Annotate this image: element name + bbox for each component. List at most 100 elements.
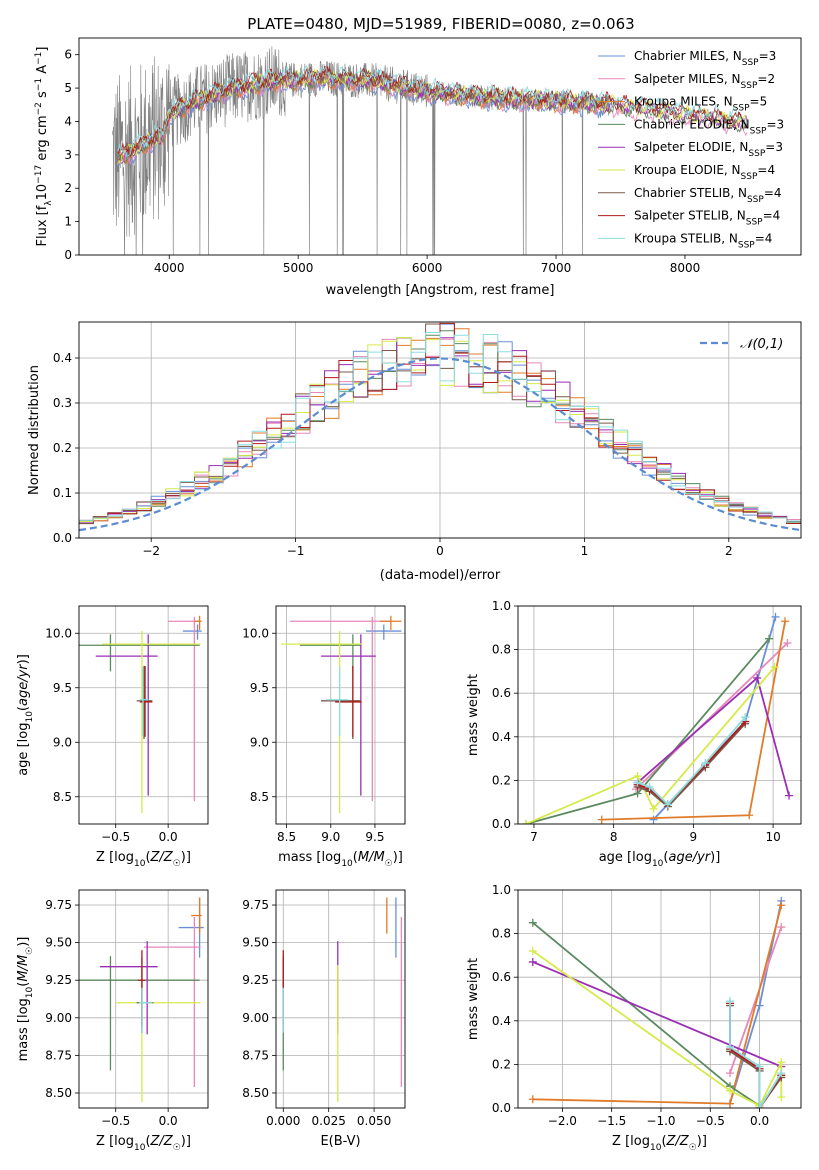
label-part: SSP xyxy=(733,104,750,114)
label-part: age/yr xyxy=(16,663,31,706)
label-part: ( xyxy=(16,706,31,711)
y-tick-label: 0.2 xyxy=(492,1057,511,1071)
x-tick-label: 8 xyxy=(610,830,618,844)
x-tick-label: 10 xyxy=(765,830,780,844)
weight-marker-kroupa_stelib xyxy=(633,778,642,787)
histogram-kroupa_stelib xyxy=(79,332,801,523)
y-axis-label: mass weight xyxy=(466,674,481,756)
y-tick-label: 0 xyxy=(64,248,72,262)
y-tick-label: 8.50 xyxy=(242,1086,269,1100)
y-tick-label: 1 xyxy=(64,215,72,229)
label-part: ☉ xyxy=(25,947,35,955)
weight-marker-kroupa_stelib xyxy=(755,1104,764,1108)
x-tick-label: 7 xyxy=(530,830,538,844)
y-tick-label: 1.0 xyxy=(492,599,511,613)
label-part: erg cm xyxy=(35,115,50,164)
axes-frame xyxy=(517,889,802,1109)
panel-age_vs_Z: −0.5 0.08.59.09.510.0Z [log10(Z/Z☉)]age [… xyxy=(16,605,209,869)
y-tick-label: 0.3 xyxy=(53,396,72,410)
x-tick-label: 0.0 xyxy=(750,1114,769,1128)
label-part: mass [log xyxy=(16,998,31,1061)
x-tick-label: 8.5 xyxy=(277,830,296,844)
model-spectrum-kroupa_stelib xyxy=(117,65,748,157)
x-tick-label: 9.5 xyxy=(365,830,384,844)
label-part: Z [log xyxy=(96,850,134,865)
axes-frame xyxy=(78,37,802,256)
y-tick-label: 8.50 xyxy=(45,1086,72,1100)
label-part: Z [log xyxy=(612,1134,650,1149)
y-tick-label: 0.8 xyxy=(492,643,511,657)
label-part: Kroupa ELODIE, N xyxy=(634,163,741,177)
label-part: ( xyxy=(663,850,668,865)
x-axis-label: mass [log10(M/M☉)] xyxy=(278,850,403,869)
x-tick-label: 9 xyxy=(690,830,698,844)
label-part: −2 xyxy=(34,102,44,115)
x-axis-label: age [log10(age/yr)] xyxy=(599,850,721,869)
x-tick-label: −1.0 xyxy=(646,1114,675,1128)
label-part: 10 xyxy=(650,1143,662,1153)
x-tick-label: 2 xyxy=(725,544,733,558)
x-tick-label: 0.050 xyxy=(357,1114,391,1128)
x-tick-label: −0.5 xyxy=(696,1114,725,1128)
label-part: SSP xyxy=(746,218,763,228)
model-spectrum-salpeter_stelib xyxy=(117,66,748,158)
label-part: 10 xyxy=(134,1143,146,1153)
label-part: SSP xyxy=(738,240,755,250)
label-part: mass [log xyxy=(278,850,341,865)
y-tick-label: 9.75 xyxy=(45,898,72,912)
label-part: )] xyxy=(16,654,31,664)
label-part: Salpeter MILES, N xyxy=(634,72,741,86)
legend-entry-kroupa_stelib: Kroupa STELIB, NSSP=4 xyxy=(634,231,772,250)
weight-marker-kroupa_stelib xyxy=(755,1062,764,1071)
label-part: ( xyxy=(353,850,358,865)
y-tick-label: 0.6 xyxy=(492,686,511,700)
x-tick-label: 9.0 xyxy=(321,830,340,844)
plot-area xyxy=(79,897,204,1102)
label-part: 10 xyxy=(25,986,35,998)
panel-mass_vs_EBV: 0.000 0.025 0.050 8.50 8.75 9.00 9.25 9.50 9.75 E… xyxy=(242,889,406,1149)
weight-marker-salpeter_miles xyxy=(777,923,786,932)
label-part: 10 xyxy=(35,184,50,201)
label-part: λ xyxy=(44,200,54,206)
label-part: =4 xyxy=(757,163,775,177)
label-part: ☉ xyxy=(689,1143,697,1153)
x-tick-label: −0.5 xyxy=(101,830,130,844)
label-part: ( xyxy=(145,850,150,865)
label-part: Z/Z xyxy=(150,850,174,865)
legend-entry-chabrier_elodie: Chabrier ELODIE, NSSP=3 xyxy=(634,117,784,136)
y-tick-label: 8.75 xyxy=(45,1048,72,1062)
label-part: ☉ xyxy=(385,859,393,869)
y-tick-label: 9.00 xyxy=(45,1011,72,1025)
y-tick-label: 9.5 xyxy=(53,681,72,695)
y-axis-label: Flux [fλ10−17 erg cm−2 s−1 A−1] xyxy=(34,47,54,247)
label-part: 10 xyxy=(25,711,35,723)
label-part: )] xyxy=(16,937,31,947)
y-tick-label: 9.25 xyxy=(242,973,269,987)
y-tick-label: 6 xyxy=(64,48,72,62)
weight-marker-kroupa_elodie xyxy=(528,947,537,956)
axes-frame xyxy=(78,889,209,1109)
x-tick-label: 6000 xyxy=(412,261,443,275)
weight-line-salpeter_miles xyxy=(635,642,789,790)
x-axis-label: wavelength [Angstrom, rest frame] xyxy=(326,283,555,298)
y-tick-label: 0.0 xyxy=(53,531,72,545)
x-axis-label: E(B-V) xyxy=(320,1134,360,1149)
label-part: M/M xyxy=(358,850,385,865)
plot-area xyxy=(528,896,786,1108)
legend-entry-salpeter_miles: Salpeter MILES, NSSP=2 xyxy=(634,72,775,91)
label-part: Kroupa STELIB, N xyxy=(634,231,738,245)
label-part: Salpeter STELIB, N xyxy=(634,209,746,223)
x-axis-label: Z [log10(Z/Z☉)] xyxy=(612,1134,707,1153)
y-tick-label: 3 xyxy=(64,148,72,162)
weight-line-kroupa_miles xyxy=(532,905,783,1105)
label-part: −1 xyxy=(34,52,44,65)
y-tick-label: 9.0 xyxy=(250,735,269,749)
y-tick-label: 9.50 xyxy=(242,936,269,950)
y-tick-label: 10.0 xyxy=(242,626,269,640)
legend-entry-salpeter_elodie: Salpeter ELODIE, NSSP=3 xyxy=(634,140,783,159)
weight-marker-kroupa_elodie xyxy=(649,804,658,813)
x-tick-label: 0.025 xyxy=(312,1114,346,1128)
y-tick-label: 2 xyxy=(64,181,72,195)
weight-line-kroupa_elodie xyxy=(532,950,783,1108)
label-part: =4 xyxy=(764,186,782,200)
